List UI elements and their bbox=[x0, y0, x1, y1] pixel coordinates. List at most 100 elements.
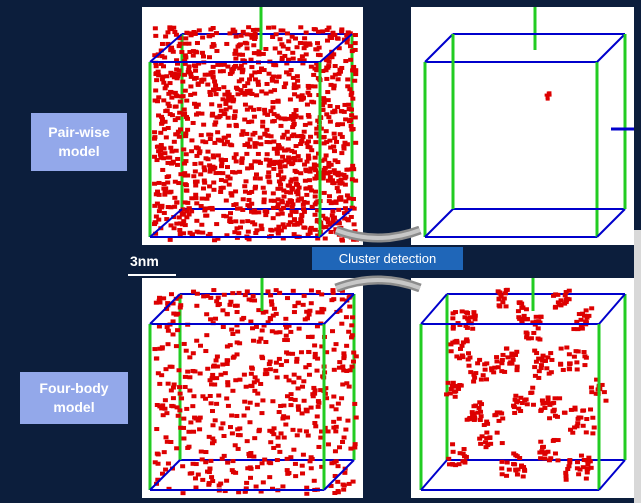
atom bbox=[214, 115, 220, 120]
atom bbox=[260, 119, 266, 124]
atom bbox=[180, 212, 186, 217]
atom bbox=[207, 378, 213, 383]
atom bbox=[181, 425, 187, 430]
atom bbox=[175, 328, 181, 333]
atom bbox=[261, 200, 267, 205]
atom bbox=[209, 441, 215, 446]
atom bbox=[283, 316, 289, 321]
atom bbox=[213, 358, 219, 363]
simulation-box-pairwise-clusters bbox=[423, 7, 634, 238]
atom bbox=[349, 90, 355, 95]
atom bbox=[242, 102, 248, 107]
atom bbox=[279, 176, 285, 181]
panel-fourbody-all-atoms bbox=[142, 278, 363, 498]
up-arrow-icon bbox=[334, 275, 422, 292]
atom bbox=[177, 127, 183, 132]
atom bbox=[201, 294, 207, 299]
atom bbox=[341, 435, 347, 440]
atom bbox=[170, 301, 176, 306]
atom bbox=[232, 443, 238, 448]
atom bbox=[450, 324, 456, 329]
atom bbox=[284, 456, 290, 461]
atom bbox=[166, 104, 172, 109]
atom bbox=[533, 314, 539, 319]
atom bbox=[250, 27, 256, 32]
atom bbox=[315, 64, 321, 69]
atom bbox=[188, 71, 194, 76]
atom bbox=[584, 458, 590, 463]
atom bbox=[171, 226, 177, 231]
cluster-detection-label: Cluster detection bbox=[312, 247, 463, 270]
atom bbox=[170, 73, 176, 78]
atom bbox=[165, 205, 171, 210]
atom bbox=[176, 215, 182, 220]
atom bbox=[484, 430, 490, 435]
atom bbox=[281, 116, 287, 121]
atom bbox=[153, 214, 159, 219]
atom bbox=[342, 176, 348, 181]
atom bbox=[159, 114, 165, 119]
atom bbox=[274, 458, 280, 463]
atom bbox=[223, 107, 229, 112]
atom bbox=[194, 338, 200, 343]
atom bbox=[321, 141, 327, 146]
atom bbox=[521, 313, 527, 318]
atom bbox=[269, 78, 275, 83]
atom bbox=[242, 399, 248, 404]
atom bbox=[232, 109, 238, 114]
atom bbox=[523, 307, 529, 312]
atom bbox=[154, 427, 160, 432]
atom bbox=[202, 168, 208, 173]
atom bbox=[547, 93, 552, 97]
atom bbox=[313, 168, 319, 173]
atom bbox=[337, 132, 343, 137]
atom bbox=[219, 160, 225, 165]
atom bbox=[324, 112, 330, 117]
atom bbox=[183, 55, 189, 60]
atom bbox=[294, 433, 300, 438]
atom bbox=[353, 178, 359, 183]
atom bbox=[283, 81, 289, 86]
atom bbox=[173, 344, 179, 349]
atom bbox=[340, 482, 346, 487]
atom bbox=[272, 88, 278, 93]
atom bbox=[273, 79, 279, 84]
atom bbox=[220, 308, 226, 313]
atom bbox=[281, 194, 287, 199]
atom bbox=[460, 340, 466, 345]
atom bbox=[308, 166, 314, 171]
atom bbox=[246, 454, 252, 459]
atom bbox=[255, 82, 261, 87]
atom bbox=[575, 349, 581, 354]
atom bbox=[271, 166, 277, 171]
atom bbox=[163, 367, 169, 372]
atom bbox=[236, 231, 242, 236]
atom bbox=[542, 456, 548, 461]
atom bbox=[494, 430, 500, 435]
atom bbox=[210, 74, 216, 79]
atom bbox=[268, 109, 274, 114]
atom bbox=[571, 354, 577, 359]
atom bbox=[309, 99, 315, 104]
atom bbox=[353, 415, 359, 420]
atom bbox=[344, 40, 350, 45]
atom bbox=[249, 366, 255, 371]
atom bbox=[331, 394, 337, 399]
atom bbox=[295, 386, 301, 391]
atom bbox=[351, 196, 357, 201]
atom bbox=[450, 462, 456, 467]
atom bbox=[333, 227, 339, 232]
atom bbox=[175, 116, 181, 121]
atom bbox=[271, 112, 277, 117]
atom bbox=[305, 153, 311, 158]
atom bbox=[220, 185, 226, 190]
atom bbox=[303, 365, 309, 370]
atom bbox=[311, 478, 317, 483]
atom bbox=[576, 415, 582, 420]
atom bbox=[307, 93, 313, 98]
atom bbox=[338, 177, 344, 182]
atom bbox=[538, 439, 544, 444]
atom bbox=[237, 52, 243, 57]
atom bbox=[341, 354, 347, 359]
atom bbox=[318, 435, 324, 440]
